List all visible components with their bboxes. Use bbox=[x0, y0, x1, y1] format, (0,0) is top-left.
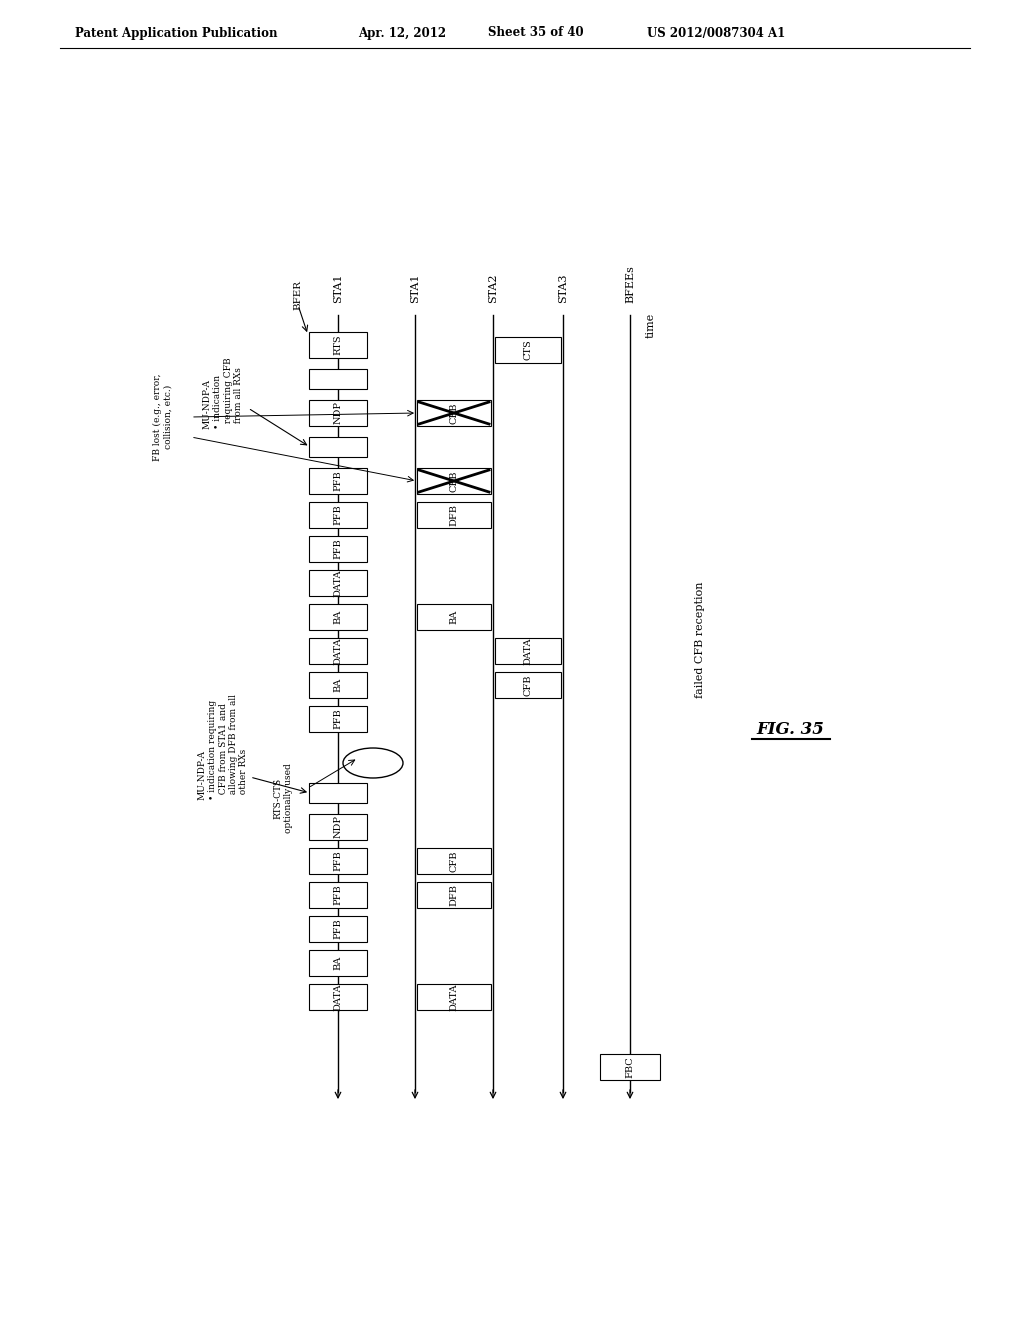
Bar bbox=[417, 605, 490, 630]
Bar bbox=[309, 333, 367, 358]
Text: NDP: NDP bbox=[334, 816, 342, 838]
Text: PFB: PFB bbox=[334, 884, 342, 906]
Text: STA2: STA2 bbox=[488, 273, 498, 304]
Text: FB lost (e.g., error,
collision, etc.): FB lost (e.g., error, collision, etc.) bbox=[154, 374, 173, 461]
Bar bbox=[309, 570, 367, 597]
Text: DATA: DATA bbox=[334, 983, 342, 1011]
Text: US 2012/0087304 A1: US 2012/0087304 A1 bbox=[647, 26, 785, 40]
Text: DATA: DATA bbox=[334, 569, 342, 597]
Bar bbox=[417, 400, 490, 426]
Text: STA3: STA3 bbox=[558, 273, 568, 304]
Text: BFER: BFER bbox=[294, 280, 302, 310]
Text: NDP: NDP bbox=[334, 401, 342, 425]
Text: CFB: CFB bbox=[450, 470, 459, 492]
Text: CFB: CFB bbox=[450, 403, 459, 424]
Bar bbox=[495, 672, 561, 698]
Text: DFB: DFB bbox=[450, 504, 459, 525]
Text: DATA: DATA bbox=[450, 983, 459, 1011]
Bar bbox=[600, 1053, 660, 1080]
Bar bbox=[309, 536, 367, 562]
Text: PFB: PFB bbox=[334, 709, 342, 730]
Text: DATA: DATA bbox=[523, 638, 532, 665]
Bar bbox=[417, 983, 490, 1010]
Text: failed CFB reception: failed CFB reception bbox=[695, 582, 705, 698]
Text: BA: BA bbox=[450, 610, 459, 624]
Text: BA: BA bbox=[334, 610, 342, 624]
Bar bbox=[417, 882, 490, 908]
Bar bbox=[309, 783, 367, 803]
Text: PFB: PFB bbox=[334, 504, 342, 525]
Bar bbox=[309, 916, 367, 942]
Text: CFB: CFB bbox=[450, 850, 459, 871]
Bar bbox=[309, 469, 367, 494]
Bar bbox=[309, 370, 367, 389]
Bar bbox=[309, 950, 367, 975]
Bar bbox=[309, 882, 367, 908]
Text: CTS: CTS bbox=[523, 339, 532, 360]
Text: STA1: STA1 bbox=[410, 273, 420, 304]
Bar bbox=[309, 706, 367, 733]
Text: DATA: DATA bbox=[334, 638, 342, 665]
Bar bbox=[309, 638, 367, 664]
Text: CFB: CFB bbox=[523, 675, 532, 696]
Text: FBC: FBC bbox=[626, 1056, 635, 1078]
Bar bbox=[309, 847, 367, 874]
Text: DFB: DFB bbox=[450, 884, 459, 906]
Text: Patent Application Publication: Patent Application Publication bbox=[75, 26, 278, 40]
Text: BFEEs: BFEEs bbox=[625, 265, 635, 304]
Bar bbox=[309, 605, 367, 630]
Text: MU-NDP-A
• indication
  requiring CFB
  from all RXs: MU-NDP-A • indication requiring CFB from… bbox=[203, 358, 243, 429]
Bar bbox=[495, 638, 561, 664]
Text: PFB: PFB bbox=[334, 850, 342, 871]
Text: time: time bbox=[646, 313, 656, 338]
Text: RTS: RTS bbox=[334, 335, 342, 355]
Bar bbox=[309, 814, 367, 840]
Bar bbox=[309, 983, 367, 1010]
Text: PFB: PFB bbox=[334, 471, 342, 491]
Bar bbox=[495, 337, 561, 363]
Bar bbox=[309, 400, 367, 426]
Text: BA: BA bbox=[334, 678, 342, 692]
Text: STA1: STA1 bbox=[333, 273, 343, 304]
Text: PFB: PFB bbox=[334, 919, 342, 940]
Bar bbox=[309, 437, 367, 457]
Text: Apr. 12, 2012: Apr. 12, 2012 bbox=[358, 26, 446, 40]
Text: BA: BA bbox=[334, 956, 342, 970]
Text: PFB: PFB bbox=[334, 539, 342, 560]
Text: RTS-CTS
optionally used: RTS-CTS optionally used bbox=[273, 763, 293, 833]
Bar bbox=[417, 469, 490, 494]
Bar bbox=[309, 502, 367, 528]
Text: MU-NDP-A
• indication requiring
  CFB from STA1 and
  allowing DFB from all
  ot: MU-NDP-A • indication requiring CFB from… bbox=[198, 694, 248, 800]
Bar bbox=[309, 672, 367, 698]
Text: Sheet 35 of 40: Sheet 35 of 40 bbox=[488, 26, 584, 40]
Bar bbox=[417, 847, 490, 874]
Text: FIG. 35: FIG. 35 bbox=[756, 722, 824, 738]
Bar bbox=[417, 502, 490, 528]
